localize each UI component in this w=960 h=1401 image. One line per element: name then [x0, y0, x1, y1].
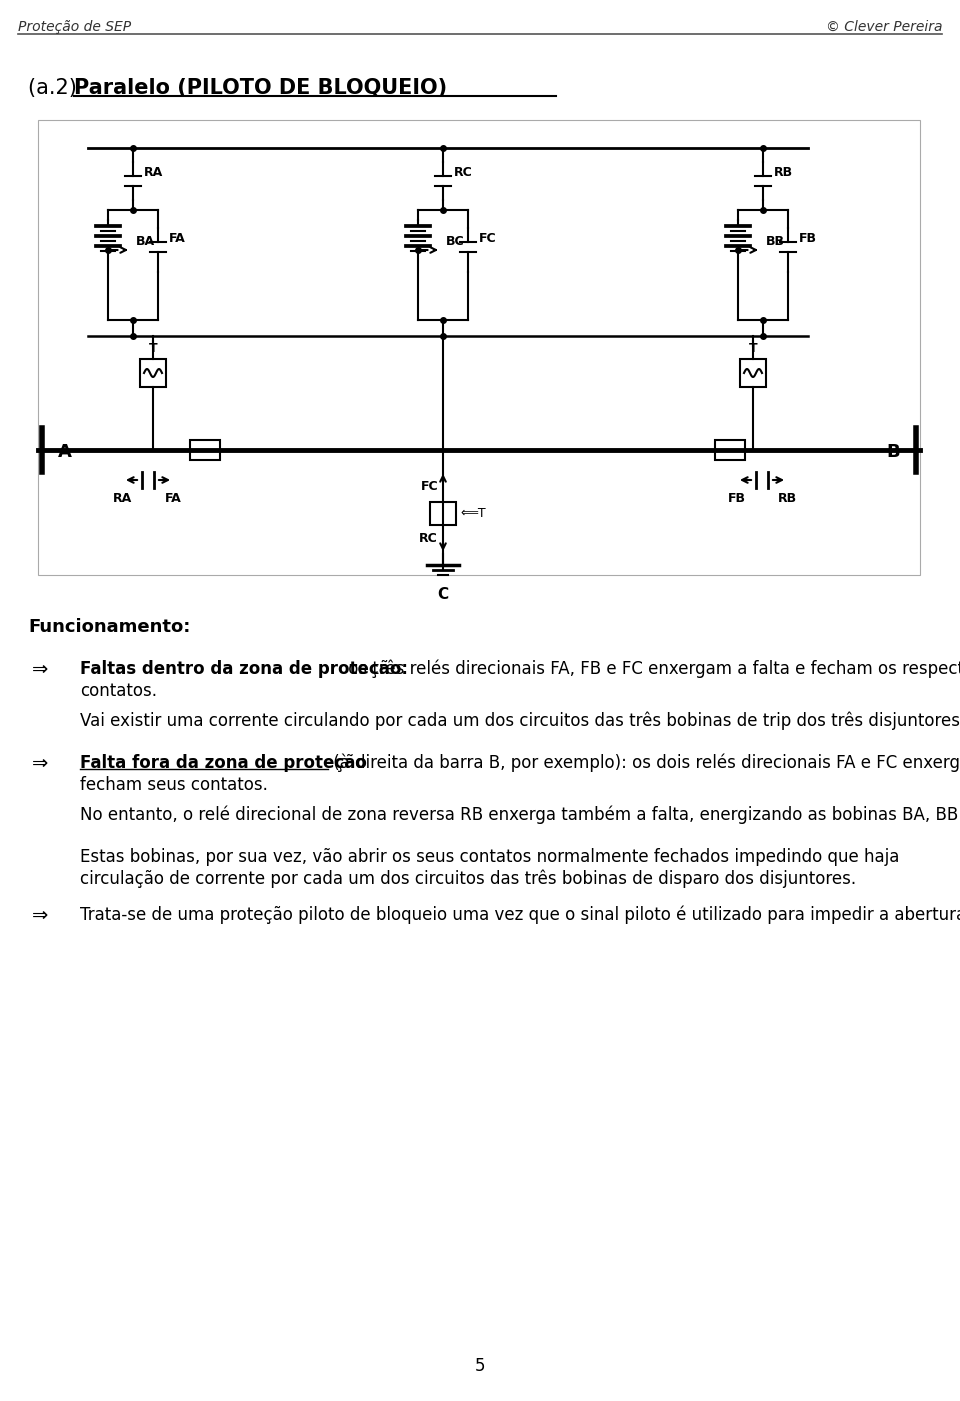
Text: ⇒: ⇒ [32, 906, 48, 925]
Text: Trata-se de uma proteção piloto de bloqueio uma vez que o sinal piloto é utiliza: Trata-se de uma proteção piloto de bloqu… [80, 906, 960, 925]
Text: RA: RA [113, 492, 132, 504]
Bar [140, 359, 166, 387]
Text: Estas bobinas, por sua vez, vão abrir os seus contatos normalmente fechados impe: Estas bobinas, por sua vez, vão abrir os… [80, 848, 900, 866]
Text: circulação de corrente por cada um dos circuitos das três bobinas de disparo dos: circulação de corrente por cada um dos c… [80, 870, 856, 888]
Text: fecham seus contatos.: fecham seus contatos. [80, 776, 268, 794]
Bar [190, 440, 220, 460]
Text: RC: RC [454, 165, 472, 178]
Text: Paralelo (PILOTO DE BLOQUEIO): Paralelo (PILOTO DE BLOQUEIO) [74, 78, 447, 98]
Bar [740, 359, 766, 387]
Text: FB: FB [728, 492, 746, 504]
Text: T: T [749, 342, 757, 354]
Text: Funcionamento:: Funcionamento: [28, 618, 190, 636]
Text: Falta fora da zona de proteção: Falta fora da zona de proteção [80, 754, 367, 772]
Text: B: B [886, 443, 900, 461]
Text: C: C [438, 587, 448, 602]
Text: BB: BB [766, 235, 785, 248]
Text: (a.2): (a.2) [28, 78, 84, 98]
Text: contatos.: contatos. [80, 682, 157, 700]
Bar [430, 502, 456, 525]
Text: ⟸T: ⟸T [460, 507, 486, 520]
Text: RB: RB [778, 492, 797, 504]
Text: RC: RC [420, 531, 438, 545]
Text: FB: FB [799, 231, 817, 245]
Text: ⇒: ⇒ [32, 754, 48, 773]
Bar [715, 440, 745, 460]
Text: FA: FA [164, 492, 181, 504]
Text: © Clever Pereira: © Clever Pereira [826, 20, 942, 34]
Text: FC: FC [420, 481, 438, 493]
Text: Vai existir uma corrente circulando por cada um dos circuitos das três bobinas d: Vai existir uma corrente circulando por … [80, 712, 960, 730]
Text: FA: FA [169, 231, 185, 245]
Bar [38, 120, 920, 574]
Text: BA: BA [136, 235, 156, 248]
Text: FC: FC [479, 231, 496, 245]
Text: Faltas dentro da zona de proteção:: Faltas dentro da zona de proteção: [80, 660, 408, 678]
Text: A: A [58, 443, 72, 461]
Text: No entanto, o relé direcional de zona reversa RB enxerga também a falta, energiz: No entanto, o relé direcional de zona re… [80, 806, 960, 825]
Text: Proteção de SEP: Proteção de SEP [18, 20, 132, 34]
Text: ⇒: ⇒ [32, 660, 48, 679]
Text: BC: BC [446, 235, 465, 248]
Text: RB: RB [774, 165, 793, 178]
Text: os três relés direcionais FA, FB e FC enxergam a falta e fecham os respectivos: os três relés direcionais FA, FB e FC en… [343, 660, 960, 678]
Text: T: T [149, 342, 157, 354]
Text: 5: 5 [475, 1358, 485, 1374]
Text: RA: RA [144, 165, 163, 178]
Text: (à direita da barra B, por exemplo): os dois relés direcionais FA e FC enxergam : (à direita da barra B, por exemplo): os … [328, 754, 960, 772]
